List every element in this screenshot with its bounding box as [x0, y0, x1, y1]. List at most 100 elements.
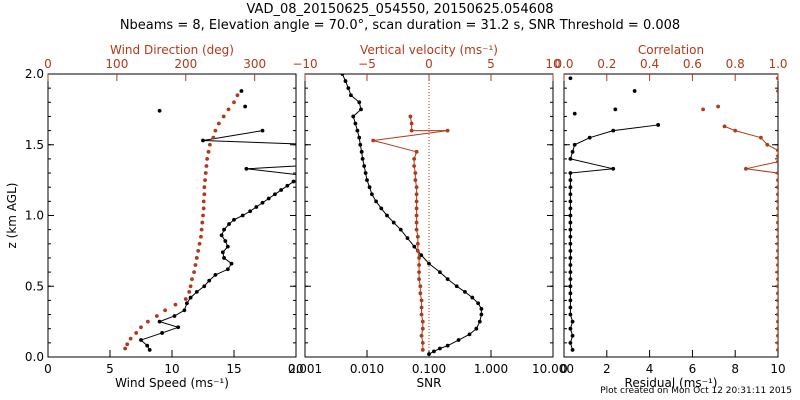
data-point	[184, 301, 189, 306]
data-point	[776, 241, 778, 246]
data-point	[479, 306, 484, 311]
data-point	[414, 227, 419, 232]
top-tick-label: 1.0	[768, 57, 787, 71]
data-point	[568, 284, 573, 289]
data-point	[701, 107, 705, 112]
data-point	[414, 185, 419, 190]
data-point	[568, 326, 573, 331]
data-point	[351, 114, 356, 119]
data-point	[568, 227, 573, 232]
x-axis-label: Residual (ms⁻¹)	[625, 376, 718, 390]
panel-1	[47, 73, 323, 358]
data-point	[227, 222, 231, 226]
data-point	[235, 93, 240, 98]
data-point	[420, 326, 425, 331]
data-point	[199, 227, 204, 232]
data-point	[211, 135, 216, 140]
panel-2	[304, 73, 554, 358]
x-axis-label: SNR	[417, 376, 442, 390]
data-point	[568, 220, 573, 225]
top-tick-label: 0.6	[683, 57, 702, 71]
x-tick-label: 10	[770, 362, 785, 376]
series-group	[568, 76, 778, 352]
data-point	[219, 233, 224, 238]
data-point	[417, 256, 421, 260]
data-point	[470, 295, 475, 300]
top-tick-label: 10	[545, 57, 560, 71]
data-point	[145, 319, 150, 324]
data-point	[776, 178, 778, 183]
data-point	[409, 121, 414, 126]
data-point	[172, 314, 177, 318]
data-point	[203, 171, 208, 175]
data-point	[379, 206, 384, 211]
x-tick-label: 6	[689, 362, 697, 376]
data-point	[139, 325, 143, 330]
data-point	[355, 128, 360, 133]
data-point	[319, 163, 323, 167]
top-tick-label: 5	[487, 57, 495, 71]
x-tick-label: 10	[164, 362, 179, 376]
data-point	[188, 295, 193, 300]
top-tick-label: 100	[105, 57, 128, 71]
data-point	[359, 149, 364, 154]
data-point	[776, 305, 778, 310]
series-line-1	[569, 124, 659, 351]
data-point	[391, 220, 396, 225]
y-tick-label: 1.0	[25, 209, 44, 223]
x-tick-label: 0.100	[412, 362, 446, 376]
data-point	[572, 142, 577, 147]
data-point	[398, 227, 403, 232]
data-point	[229, 261, 234, 266]
data-point	[307, 174, 311, 178]
data-point	[157, 108, 162, 113]
data-point	[417, 277, 421, 282]
data-point	[420, 348, 425, 352]
data-point	[414, 149, 419, 154]
data-point	[611, 166, 616, 171]
data-point	[412, 164, 417, 168]
data-point	[776, 154, 778, 158]
data-point	[260, 128, 265, 133]
data-point	[432, 349, 436, 354]
data-point	[239, 89, 244, 93]
x-tick-label: 0	[560, 362, 568, 376]
data-point	[419, 253, 424, 258]
data-point	[204, 164, 209, 168]
data-point	[201, 213, 205, 218]
data-point	[438, 346, 442, 351]
data-point	[157, 319, 162, 324]
data-point	[716, 104, 720, 109]
data-point	[568, 312, 573, 317]
data-point	[362, 164, 367, 168]
data-point	[200, 220, 205, 225]
data-point	[420, 340, 425, 345]
data-point	[474, 326, 479, 331]
data-point	[244, 166, 249, 171]
data-point	[225, 267, 230, 272]
data-point	[776, 148, 778, 153]
data-point	[357, 135, 362, 140]
top-tick-label: 0	[425, 57, 433, 71]
data-point	[415, 234, 420, 239]
data-point	[418, 291, 423, 296]
data-point	[572, 111, 577, 116]
data-point	[412, 157, 417, 161]
data-point	[445, 343, 450, 348]
top-axis-label: Wind Direction (deg)	[110, 43, 234, 57]
data-point	[194, 290, 199, 294]
data-point	[568, 213, 573, 218]
data-point	[202, 192, 207, 197]
data-point	[776, 227, 778, 232]
data-point	[568, 340, 573, 345]
data-point	[222, 227, 226, 232]
data-point	[776, 76, 778, 81]
data-point	[363, 171, 368, 175]
data-point	[419, 312, 424, 317]
plot-frame	[563, 73, 779, 358]
data-point	[202, 284, 207, 289]
x-tick-label: 10.000	[532, 362, 574, 376]
data-point	[232, 100, 236, 105]
data-point	[197, 241, 202, 246]
top-tick-label: 0.8	[726, 57, 745, 71]
